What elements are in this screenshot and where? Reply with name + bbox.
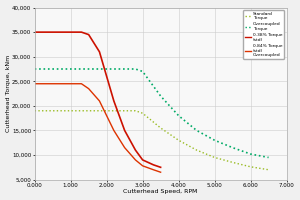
0.84% Torque
(std)
Overcoupled — [69, 83, 73, 85]
0.38% Torque
(std) — [134, 149, 137, 151]
Overcoupled
Torque — [141, 70, 144, 73]
0.84% Torque
(std)
Overcoupled — [141, 165, 144, 167]
Line: 0.84% Torque
(std)
Overcoupled: 0.84% Torque (std) Overcoupled — [35, 84, 161, 172]
Line: Standard
Torque: Standard Torque — [35, 111, 268, 170]
0.84% Torque
(std)
Overcoupled — [123, 146, 126, 149]
0.84% Torque
(std)
Overcoupled — [159, 171, 162, 173]
0.84% Torque
(std)
Overcoupled — [98, 100, 101, 102]
0.38% Torque
(std) — [152, 164, 155, 166]
0.84% Torque
(std)
Overcoupled — [134, 159, 137, 161]
X-axis label: Cutterhead Speed, RPM: Cutterhead Speed, RPM — [123, 189, 198, 194]
Standard
Torque — [105, 110, 108, 112]
Overcoupled
Torque — [105, 68, 108, 70]
0.38% Torque
(std) — [141, 159, 144, 161]
Standard
Torque — [195, 149, 198, 151]
0.38% Torque
(std) — [87, 33, 90, 36]
Standard
Torque — [231, 161, 234, 164]
Standard
Torque — [33, 110, 37, 112]
Standard
Torque — [123, 110, 126, 112]
Y-axis label: Cutterhead Torque, kNm: Cutterhead Torque, kNm — [6, 55, 10, 132]
Standard
Torque — [267, 169, 270, 171]
Overcoupled
Torque — [123, 68, 126, 70]
0.38% Torque
(std) — [98, 51, 101, 53]
Overcoupled
Torque — [249, 153, 252, 155]
Standard
Torque — [134, 110, 137, 112]
0.84% Torque
(std)
Overcoupled — [51, 83, 55, 85]
Standard
Torque — [141, 112, 144, 114]
0.84% Torque
(std)
Overcoupled — [87, 87, 90, 90]
0.84% Torque
(std)
Overcoupled — [33, 83, 37, 85]
Overcoupled
Torque — [231, 146, 234, 149]
Overcoupled
Torque — [267, 156, 270, 159]
Overcoupled
Torque — [87, 68, 90, 70]
0.38% Torque
(std) — [112, 100, 116, 102]
Standard
Torque — [177, 139, 180, 141]
0.84% Torque
(std)
Overcoupled — [152, 169, 155, 171]
Overcoupled
Torque — [213, 139, 216, 141]
Line: 0.38% Torque
(std): 0.38% Torque (std) — [35, 32, 161, 167]
0.84% Torque
(std)
Overcoupled — [105, 114, 108, 117]
Overcoupled
Torque — [44, 68, 47, 70]
0.38% Torque
(std) — [105, 75, 108, 78]
Overcoupled
Torque — [33, 68, 37, 70]
Overcoupled
Torque — [134, 68, 137, 70]
0.38% Torque
(std) — [33, 31, 37, 33]
Overcoupled
Torque — [69, 68, 73, 70]
Standard
Torque — [159, 127, 162, 129]
0.38% Torque
(std) — [51, 31, 55, 33]
Standard
Torque — [69, 110, 73, 112]
0.38% Torque
(std) — [123, 129, 126, 132]
Overcoupled
Torque — [159, 95, 162, 97]
Standard
Torque — [249, 166, 252, 168]
0.84% Torque
(std)
Overcoupled — [112, 129, 116, 132]
0.84% Torque
(std)
Overcoupled — [80, 83, 83, 85]
Standard
Torque — [44, 110, 47, 112]
Standard
Torque — [87, 110, 90, 112]
Standard
Torque — [213, 156, 216, 159]
0.38% Torque
(std) — [69, 31, 73, 33]
Overcoupled
Torque — [195, 129, 198, 132]
Overcoupled
Torque — [177, 114, 180, 117]
Legend: Standard
Torque, Overcoupled
Torque, 0.38% Torque
(std), 0.84% Torque
(std)
Over: Standard Torque, Overcoupled Torque, 0.3… — [243, 10, 284, 59]
0.38% Torque
(std) — [80, 31, 83, 33]
Line: Overcoupled
Torque: Overcoupled Torque — [35, 69, 268, 157]
0.38% Torque
(std) — [159, 166, 162, 168]
